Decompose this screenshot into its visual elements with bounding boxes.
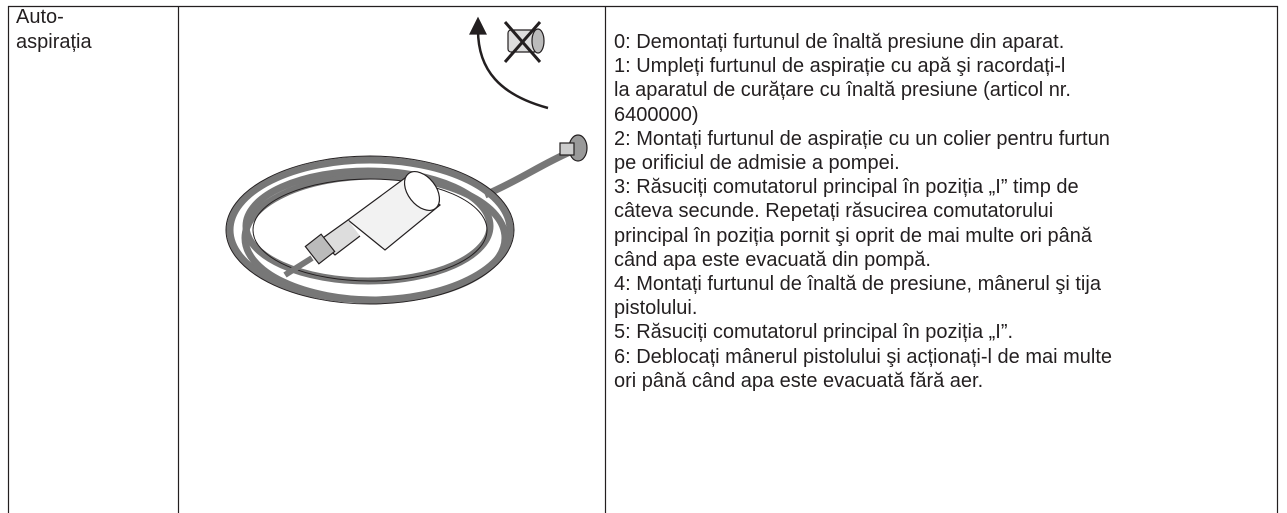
step-line: pe orificiul de admisie a pompei.: [614, 152, 900, 175]
step-line: ori până când apa este evacuată fără aer…: [614, 369, 984, 392]
label-line: Auto-: [16, 6, 64, 28]
instructions: 0: Demontați furtunul de înaltă presiune…: [614, 30, 1112, 393]
step-line: când apa este evacuată din pompă.: [614, 248, 931, 271]
step-line: 2: Montați furtunul de aspirație cu un c…: [614, 127, 1110, 150]
step-line: 6: Deblocați mânerul pistolului şi acțio…: [614, 345, 1113, 368]
step-line: 3: Răsuciți comutatorul principal în poz…: [614, 176, 1079, 199]
step-line: 6400000): [614, 103, 699, 126]
step-line: câteva secunde. Repetați răsucirea comut…: [614, 200, 1054, 223]
step-line: 0: Demontați furtunul de înaltă presiune…: [614, 31, 1065, 53]
step-line: pistolului.: [614, 297, 698, 320]
step-line: 1: Umpleți furtunul de aspirație cu apă …: [614, 55, 1066, 78]
illustration: [225, 16, 588, 305]
step-line: 5: Răsuciți comutatorul principal în poz…: [614, 321, 1014, 344]
step-line: principal în poziția pornit şi oprit de …: [614, 224, 1093, 247]
step-line: la aparatul de curățare cu înaltă presiu…: [614, 79, 1071, 102]
step-line: 4: Montați furtunul de înaltă de presiun…: [614, 273, 1101, 296]
row-label: Auto-aspirația: [16, 5, 92, 55]
label-line: aspirația: [16, 31, 92, 53]
